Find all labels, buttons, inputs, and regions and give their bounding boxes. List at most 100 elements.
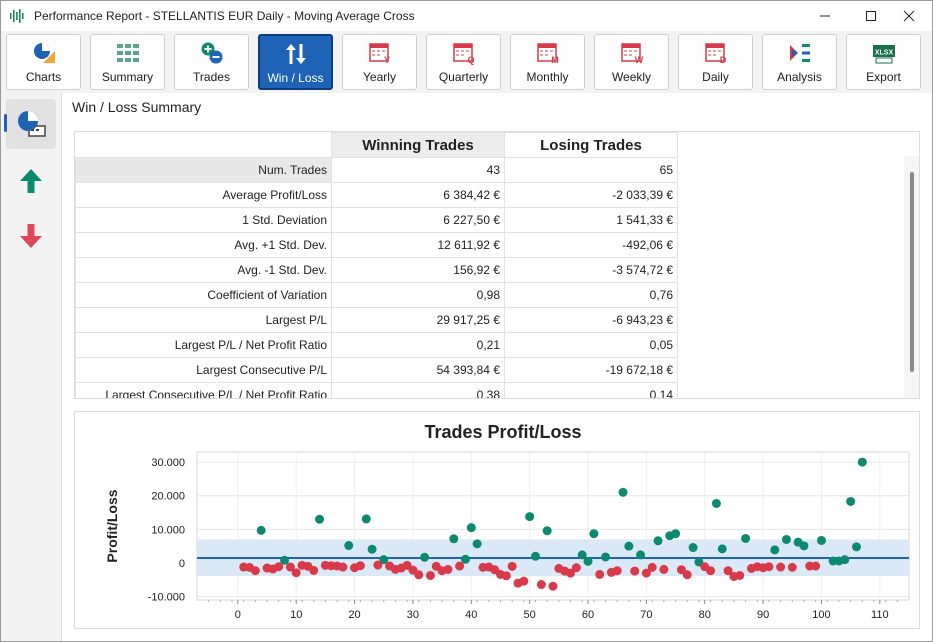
weekly-button[interactable]: W Weekly xyxy=(594,34,669,90)
losing-trade-point[interactable] xyxy=(274,562,284,572)
winning-trade-point[interactable] xyxy=(851,542,861,552)
losing-trade-point[interactable] xyxy=(735,570,745,580)
export-button[interactable]: XLSX Export xyxy=(846,34,921,90)
winning-trade-point[interactable] xyxy=(315,514,325,524)
winning-trade-point[interactable] xyxy=(361,514,371,524)
winning-trade-point[interactable] xyxy=(741,533,751,543)
losing-trade-point[interactable] xyxy=(723,566,733,576)
table-row[interactable]: Largest P/L 29 917,25 € -6 943,23 € xyxy=(75,307,678,333)
losing-trade-point[interactable] xyxy=(595,569,605,579)
losing-trade-point[interactable] xyxy=(285,562,295,572)
losing-trade-point[interactable] xyxy=(566,568,576,578)
vertical-scrollbar[interactable] xyxy=(904,156,919,398)
losing-trade-point[interactable] xyxy=(373,560,383,570)
analysis-button[interactable]: Analysis xyxy=(762,34,837,90)
losing-trade-point[interactable] xyxy=(706,566,716,576)
losing-trade-point[interactable] xyxy=(571,563,581,573)
trades-button[interactable]: Trades xyxy=(174,34,249,90)
losing-trade-point[interactable] xyxy=(682,570,692,580)
losing-trade-point[interactable] xyxy=(787,562,797,572)
winning-trade-point[interactable] xyxy=(653,536,663,546)
winning-trade-point[interactable] xyxy=(466,523,476,533)
table-row[interactable]: Avg. -1 Std. Dev. 156,92 € -3 574,72 € xyxy=(75,257,678,283)
winning-trade-point[interactable] xyxy=(717,544,727,554)
losing-trade-point[interactable] xyxy=(612,566,622,576)
winning-trade-point[interactable] xyxy=(671,529,681,539)
winning-trade-point[interactable] xyxy=(420,552,430,562)
winning-trade-point[interactable] xyxy=(688,543,698,553)
losing-trade-point[interactable] xyxy=(659,564,669,574)
winning-trade-point[interactable] xyxy=(344,541,354,551)
winning-trade-point[interactable] xyxy=(256,525,266,535)
table-row[interactable]: Largest P/L / Net Profit Ratio 0,21 0,05 xyxy=(75,332,678,358)
losing-trade-point[interactable] xyxy=(630,566,640,576)
table-row[interactable]: Largest Consecutive P/L 54 393,84 € -19 67… xyxy=(75,357,678,383)
winning-trade-point[interactable] xyxy=(770,545,780,555)
winning-trade-point[interactable] xyxy=(846,496,856,506)
losing-trade-point[interactable] xyxy=(764,562,774,572)
losing-trade-point[interactable] xyxy=(355,561,365,571)
monthly-button[interactable]: M Monthly xyxy=(510,34,585,90)
losing-trade-point[interactable] xyxy=(425,570,435,580)
winning-trade-point[interactable] xyxy=(530,551,540,561)
summary-button[interactable]: Summary xyxy=(90,34,165,90)
maximize-button[interactable] xyxy=(848,1,894,31)
losing-trade-point[interactable] xyxy=(338,562,348,572)
sidebar-item-summary[interactable] xyxy=(6,99,56,149)
losing-trade-point[interactable] xyxy=(647,562,657,572)
table-row[interactable]: Average Profit/Loss 6 384,42 € -2 033,39 € xyxy=(75,182,678,208)
table-row[interactable]: Coefficient of Variation 0,98 0,76 xyxy=(75,282,678,308)
winning-trade-point[interactable] xyxy=(577,550,587,560)
header-losing[interactable]: Losing Trades xyxy=(504,132,678,158)
losing-trade-point[interactable] xyxy=(641,568,651,578)
win-loss-button[interactable]: Win / Loss xyxy=(258,34,333,90)
winning-trade-point[interactable] xyxy=(367,544,377,554)
table-row[interactable]: Num. Trades 43 65 xyxy=(75,157,678,183)
losing-trade-point[interactable] xyxy=(811,561,821,571)
losing-trade-point[interactable] xyxy=(501,571,511,581)
table-row[interactable]: 1 Std. Deviation 6 227,50 €1 541,33 € xyxy=(75,207,678,233)
losing-trade-point[interactable] xyxy=(414,570,424,580)
winning-trade-point[interactable] xyxy=(460,554,470,564)
yearly-button[interactable]: Y Yearly xyxy=(342,34,417,90)
winning-trade-point[interactable] xyxy=(840,555,850,565)
winning-trade-point[interactable] xyxy=(624,541,634,551)
winning-trade-point[interactable] xyxy=(449,534,459,544)
winning-trade-point[interactable] xyxy=(636,550,646,560)
winning-trade-point[interactable] xyxy=(379,555,389,565)
losing-trade-point[interactable] xyxy=(519,576,529,586)
charts-button[interactable]: Charts xyxy=(6,34,81,90)
losing-trade-point[interactable] xyxy=(548,581,558,591)
winning-trade-point[interactable] xyxy=(781,534,791,544)
losing-trade-point[interactable] xyxy=(291,568,301,578)
winning-trade-point[interactable] xyxy=(816,535,826,545)
losing-trade-point[interactable] xyxy=(455,561,465,571)
minimize-button[interactable] xyxy=(802,1,848,31)
winning-trade-point[interactable] xyxy=(711,498,721,508)
winning-trade-point[interactable] xyxy=(583,556,593,566)
losing-trade-point[interactable] xyxy=(776,562,786,572)
winning-trade-point[interactable] xyxy=(799,541,809,551)
winning-trade-point[interactable] xyxy=(280,555,290,565)
losing-trade-point[interactable] xyxy=(536,580,546,590)
losing-trade-point[interactable] xyxy=(250,566,260,576)
losing-trade-point[interactable] xyxy=(507,561,517,571)
winning-trade-point[interactable] xyxy=(589,529,599,539)
table-row[interactable]: Largest Consecutive P/L / Net Profit Rat… xyxy=(75,382,678,398)
sidebar-item-winning[interactable] xyxy=(6,156,56,206)
winning-trade-point[interactable] xyxy=(601,552,611,562)
header-winning[interactable]: Winning Trades xyxy=(331,132,505,158)
winning-trade-point[interactable] xyxy=(857,457,867,467)
close-button[interactable] xyxy=(886,1,932,31)
scrollbar-thumb[interactable] xyxy=(910,172,914,372)
losing-trade-point[interactable] xyxy=(309,565,319,575)
winning-trade-point[interactable] xyxy=(525,512,535,522)
winning-trade-point[interactable] xyxy=(542,526,552,536)
sidebar-item-losing[interactable] xyxy=(6,211,56,261)
winning-trade-point[interactable] xyxy=(618,487,628,497)
losing-trade-point[interactable] xyxy=(443,564,453,574)
daily-button[interactable]: D Daily xyxy=(678,34,753,90)
quarterly-button[interactable]: Q Quarterly xyxy=(426,34,501,90)
table-row[interactable]: Avg. +1 Std. Dev. 12 611,92 € -492,06 € xyxy=(75,232,678,258)
losing-trade-point[interactable] xyxy=(676,565,686,575)
